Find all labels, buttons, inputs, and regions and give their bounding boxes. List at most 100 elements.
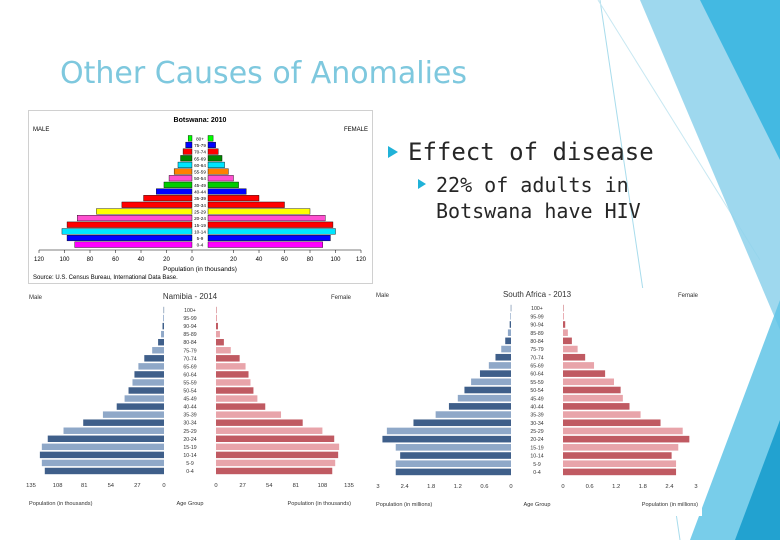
male-bar	[132, 379, 164, 386]
female-bar	[207, 241, 323, 248]
chart-title: Botswana: 2010	[174, 117, 227, 124]
age-label: 95-99	[183, 316, 196, 322]
male-bar	[144, 355, 164, 362]
female-bar	[563, 394, 623, 402]
x-tick-label: 2.4	[401, 484, 410, 490]
female-bar	[216, 443, 340, 451]
x-tick-label: 81	[81, 483, 87, 489]
age-label: 20-24	[530, 437, 543, 443]
male-bar	[382, 435, 511, 443]
x-tick-label: 0.6	[586, 484, 594, 490]
male-bar	[44, 467, 164, 475]
male-bar	[41, 443, 164, 451]
female-bar	[563, 468, 677, 476]
male-bar	[96, 208, 193, 215]
male-bar	[510, 304, 512, 312]
male-bar	[180, 155, 193, 162]
age-label: 60-64	[183, 372, 196, 378]
age-label: 80+	[196, 136, 204, 141]
age-label: 100+	[531, 306, 543, 312]
male-bar	[471, 378, 511, 386]
x-tick-label: 80	[307, 257, 314, 263]
male-bar	[124, 395, 164, 402]
male-bar	[83, 419, 164, 426]
female-bar	[563, 370, 606, 377]
age-label: 45-49	[183, 397, 196, 403]
x-tick-label: 135	[344, 483, 354, 489]
age-label: 45-49	[530, 396, 543, 402]
x-tick-label: 3	[376, 484, 379, 490]
age-label: 80-84	[183, 340, 196, 346]
x-tick-label: 54	[266, 483, 273, 489]
age-label: 85-89	[183, 332, 196, 338]
x-tick-label: 20	[230, 257, 237, 263]
age-label: 30-34	[183, 421, 196, 427]
x-tick-label: 54	[108, 483, 115, 489]
bullet-list: Effect of disease 22% of adults in Botsw…	[388, 138, 658, 224]
age-label: 70-74	[530, 355, 543, 361]
female-bar	[207, 228, 336, 235]
namibia-pyramid-svg: Namibia - 2014 Male Female 0-4 5-9 10-14 15-19…	[26, 292, 354, 507]
female-bar	[563, 312, 564, 320]
age-label: 50-54	[194, 176, 206, 181]
x-axis-label-left: Population (in thousands)	[29, 501, 93, 507]
x-tick-label: 0.6	[480, 484, 488, 490]
x-tick-label: 60	[281, 257, 288, 263]
age-label: 20-24	[183, 437, 196, 443]
x-tick-label: 60	[112, 257, 119, 263]
male-label: Male	[376, 293, 390, 299]
male-bar	[77, 215, 193, 222]
male-bar	[152, 347, 164, 354]
age-label: 95-99	[530, 314, 543, 320]
x-tick-label: 3	[694, 484, 697, 490]
male-bar	[138, 363, 164, 370]
age-label: 10-14	[530, 454, 543, 460]
female-bar	[563, 353, 586, 361]
female-bar	[207, 195, 260, 202]
male-bar	[507, 329, 511, 336]
female-bar	[563, 362, 595, 369]
x-tick-label: 120	[34, 257, 45, 263]
x-axis-label-right: Population (in millions)	[642, 502, 698, 508]
male-bar	[173, 168, 193, 175]
bullet-arrow-icon	[418, 179, 426, 189]
female-bar	[207, 155, 223, 162]
female-bar	[207, 161, 225, 168]
botswana-pyramid-chart: Botswana: 2010 MALE FEMALE 0-4 5-9 10-14 15-19…	[28, 110, 373, 284]
male-bar	[510, 312, 511, 320]
female-bar	[216, 395, 258, 402]
female-bar	[563, 452, 672, 459]
female-bar	[216, 435, 335, 443]
x-axis-label: Population (in thousands)	[163, 266, 237, 273]
female-bar	[207, 201, 285, 208]
male-bar	[395, 468, 511, 476]
age-label: 60-64	[194, 163, 206, 168]
male-bar	[162, 322, 164, 330]
female-bar	[563, 337, 572, 345]
female-bar	[216, 363, 246, 370]
female-bar	[216, 403, 266, 410]
female-bar	[207, 135, 214, 142]
male-bar	[457, 394, 511, 402]
female-bar	[216, 467, 333, 475]
female-bar	[207, 181, 239, 188]
male-bar	[47, 435, 164, 443]
male-label: Male	[29, 295, 43, 301]
age-label: 5-9	[186, 461, 194, 467]
male-bar	[187, 135, 193, 142]
age-label: 50-54	[530, 388, 543, 394]
male-bar	[505, 337, 511, 345]
age-label: 100+	[184, 308, 196, 314]
male-bar	[66, 235, 193, 242]
male-bar	[163, 181, 193, 188]
male-bar	[39, 451, 164, 459]
male-bar	[156, 188, 193, 195]
age-label: 75-79	[183, 348, 196, 354]
age-label: 75-79	[530, 347, 543, 353]
male-bar	[182, 148, 193, 155]
female-bar	[563, 435, 690, 443]
male-bar	[479, 370, 511, 377]
age-label: 55-59	[530, 380, 543, 386]
male-bar	[435, 411, 511, 418]
female-bar	[207, 188, 247, 195]
